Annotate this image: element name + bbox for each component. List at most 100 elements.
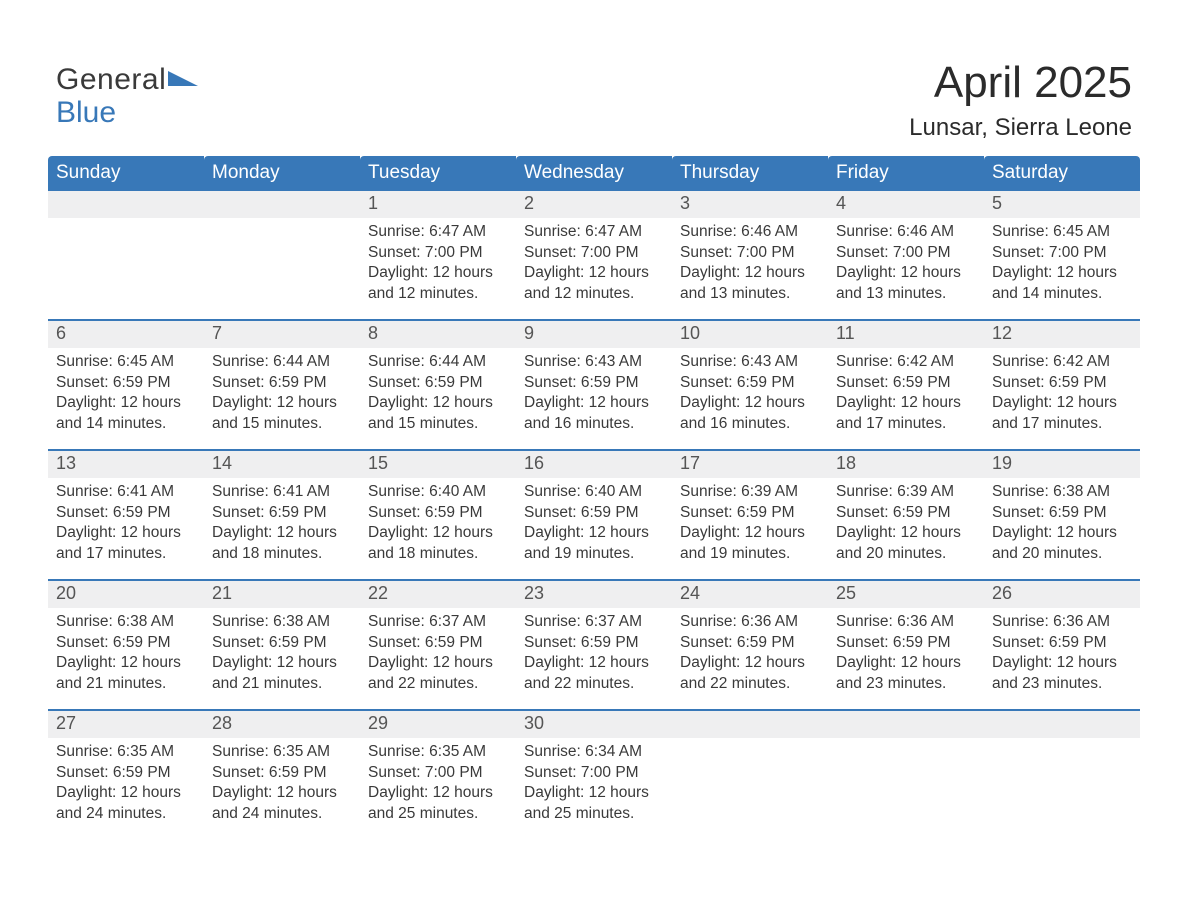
- day-number: [984, 711, 1140, 738]
- day-details: Sunrise: 6:47 AM Sunset: 7:00 PM Daylight:…: [516, 218, 672, 312]
- day-details: [48, 218, 204, 244]
- calendar-day-cell: 9 Sunrise: 6:43 AM Sunset: 6:59 PM Daylight…: [516, 320, 672, 450]
- sunrise-line: Sunrise: 6:47 AM: [524, 223, 642, 240]
- calendar-page: General Blue April 2025 Lunsar, Sierra L…: [0, 0, 1188, 918]
- calendar-day-cell: 16Sunrise: 6:40 AMSunset: 6:59 PMDayligh…: [516, 450, 672, 580]
- calendar-day-cell: 15 Sunrise: 6:40 AM Sunset: 6:59 PM Dayligh…: [360, 450, 516, 580]
- calendar-day-cell: 17Sunrise: 6:39 AMSunset: 6:59 PMDayligh…: [672, 450, 828, 580]
- sunset-line: Sunset: 7:00 PM: [992, 244, 1107, 261]
- sunrise-line: Sunrise: 6:39 AM: [680, 483, 798, 500]
- calendar-day-cell: [984, 710, 1140, 839]
- day-details: [672, 738, 828, 764]
- sunset-line: Sunset: 6:59 PM: [992, 374, 1107, 391]
- sunset-line: Sunset: 6:59 PM: [368, 504, 483, 521]
- month-title: April 2025: [909, 58, 1132, 108]
- calendar-day-cell: 2 Sunrise: 6:47 AM Sunset: 7:00 PM Daylight…: [516, 191, 672, 320]
- sunset-line: Sunset: 6:59 PM: [836, 374, 951, 391]
- weekday-header: Thursday: [672, 156, 828, 191]
- day-details: Sunrise: 6:45 AMSunset: 7:00 PMDaylight:…: [984, 218, 1140, 312]
- sunrise-line: Sunrise: 6:46 AM: [680, 223, 798, 240]
- day-number: 9: [516, 321, 672, 348]
- sunrise-line: Sunrise: 6:43 AM: [680, 353, 798, 370]
- daylight-line: Daylight: 12 hours and 13 minutes.: [680, 264, 805, 302]
- calendar-week-row: 13Sunrise: 6:41 AMSunset: 6:59 PMDayligh…: [48, 450, 1140, 580]
- day-number: 2: [516, 191, 672, 218]
- day-details: Sunrise: 6:36 AM Sunset: 6:59 PM Daylight:…: [672, 608, 828, 702]
- sunrise-line: Sunrise: 6:35 AM: [212, 743, 330, 760]
- header: General Blue April 2025 Lunsar, Sierra L…: [48, 40, 1140, 150]
- daylight-line: Daylight: 12 hours and 22 minutes.: [368, 654, 493, 692]
- calendar-day-cell: 14Sunrise: 6:41 AMSunset: 6:59 PMDayligh…: [204, 450, 360, 580]
- sunrise-line: Sunrise: 6:35 AM: [56, 743, 174, 760]
- daylight-line: Daylight: 12 hours and 19 minutes.: [524, 524, 649, 562]
- daylight-line: Daylight: 12 hours and 18 minutes.: [368, 524, 493, 562]
- day-details: Sunrise: 6:46 AMSunset: 7:00 PMDaylight:…: [828, 218, 984, 312]
- daylight-line: Daylight: 12 hours and 25 minutes.: [368, 784, 493, 822]
- day-details: Sunrise: 6:34 AMSunset: 7:00 PMDaylight:…: [516, 738, 672, 832]
- sunrise-line: Sunrise: 6:41 AM: [212, 483, 330, 500]
- sunrise-line: Sunrise: 6:43 AM: [524, 353, 642, 370]
- brand-logo: General Blue: [56, 60, 216, 130]
- sunset-line: Sunset: 6:59 PM: [212, 634, 327, 651]
- day-details: Sunrise: 6:41 AMSunset: 6:59 PMDaylight:…: [204, 478, 360, 572]
- day-details: Sunrise: 6:40 AMSunset: 6:59 PMDaylight:…: [516, 478, 672, 572]
- sunset-line: Sunset: 6:59 PM: [524, 504, 639, 521]
- day-number: 15: [360, 451, 516, 478]
- day-number: 16: [516, 451, 672, 478]
- sunrise-line: Sunrise: 6:37 AM: [368, 613, 486, 630]
- sunrise-line: Sunrise: 6:36 AM: [836, 613, 954, 630]
- calendar-table: SundayMondayTuesdayWednesdayThursdayFrid…: [48, 156, 1140, 839]
- day-number: 27: [48, 711, 204, 738]
- sunset-line: Sunset: 6:59 PM: [368, 374, 483, 391]
- sunset-line: Sunset: 6:59 PM: [680, 504, 795, 521]
- sunrise-line: Sunrise: 6:34 AM: [524, 743, 642, 760]
- daylight-line: Daylight: 12 hours and 17 minutes.: [992, 394, 1117, 432]
- day-number: 6: [48, 321, 204, 348]
- calendar-day-cell: 5Sunrise: 6:45 AMSunset: 7:00 PMDaylight…: [984, 191, 1140, 320]
- day-details: Sunrise: 6:35 AMSunset: 7:00 PMDaylight:…: [360, 738, 516, 832]
- sunset-line: Sunset: 6:59 PM: [680, 634, 795, 651]
- sunset-line: Sunset: 7:00 PM: [524, 244, 639, 261]
- sunrise-line: Sunrise: 6:40 AM: [368, 483, 486, 500]
- calendar-day-cell: 22 Sunrise: 6:37 AM Sunset: 6:59 PM Dayligh…: [360, 580, 516, 710]
- sunrise-line: Sunrise: 6:44 AM: [212, 353, 330, 370]
- calendar-day-cell: 26Sunrise: 6:36 AMSunset: 6:59 PMDayligh…: [984, 580, 1140, 710]
- day-details: Sunrise: 6:39 AMSunset: 6:59 PMDaylight:…: [672, 478, 828, 572]
- day-number: 22: [360, 581, 516, 608]
- location-subtitle: Lunsar, Sierra Leone: [909, 114, 1132, 142]
- weekday-header: Monday: [204, 156, 360, 191]
- daylight-line: Daylight: 12 hours and 12 minutes.: [524, 264, 649, 302]
- sunrise-line: Sunrise: 6:38 AM: [992, 483, 1110, 500]
- sunrise-line: Sunrise: 6:37 AM: [524, 613, 642, 630]
- daylight-line: Daylight: 12 hours and 14 minutes.: [992, 264, 1117, 302]
- daylight-line: Daylight: 12 hours and 23 minutes.: [992, 654, 1117, 692]
- sunrise-line: Sunrise: 6:44 AM: [368, 353, 486, 370]
- sunset-line: Sunset: 7:00 PM: [368, 764, 483, 781]
- day-number: 14: [204, 451, 360, 478]
- sunset-line: Sunset: 6:59 PM: [368, 634, 483, 651]
- day-details: Sunrise: 6:42 AMSunset: 6:59 PMDaylight:…: [984, 348, 1140, 442]
- day-number: 25: [828, 581, 984, 608]
- daylight-line: Daylight: 12 hours and 16 minutes.: [680, 394, 805, 432]
- day-number: 17: [672, 451, 828, 478]
- daylight-line: Daylight: 12 hours and 14 minutes.: [56, 394, 181, 432]
- day-number: 28: [204, 711, 360, 738]
- calendar-week-row: 1Sunrise: 6:47 AMSunset: 7:00 PMDaylight…: [48, 191, 1140, 320]
- sunrise-line: Sunrise: 6:38 AM: [212, 613, 330, 630]
- calendar-day-cell: 8Sunrise: 6:44 AMSunset: 6:59 PMDaylight…: [360, 320, 516, 450]
- daylight-line: Daylight: 12 hours and 22 minutes.: [680, 654, 805, 692]
- day-details: [984, 738, 1140, 764]
- weekday-header: Friday: [828, 156, 984, 191]
- calendar-body: 1Sunrise: 6:47 AMSunset: 7:00 PMDaylight…: [48, 191, 1140, 839]
- daylight-line: Daylight: 12 hours and 16 minutes.: [524, 394, 649, 432]
- calendar-day-cell: 1Sunrise: 6:47 AMSunset: 7:00 PMDaylight…: [360, 191, 516, 320]
- sunrise-line: Sunrise: 6:41 AM: [56, 483, 174, 500]
- calendar-week-row: 6Sunrise: 6:45 AMSunset: 6:59 PMDaylight…: [48, 320, 1140, 450]
- calendar-day-cell: 4Sunrise: 6:46 AMSunset: 7:00 PMDaylight…: [828, 191, 984, 320]
- calendar-day-cell: 30Sunrise: 6:34 AMSunset: 7:00 PMDayligh…: [516, 710, 672, 839]
- calendar-day-cell: 10Sunrise: 6:43 AMSunset: 6:59 PMDayligh…: [672, 320, 828, 450]
- calendar-day-cell: 3Sunrise: 6:46 AMSunset: 7:00 PMDaylight…: [672, 191, 828, 320]
- sunrise-line: Sunrise: 6:36 AM: [680, 613, 798, 630]
- sunset-line: Sunset: 6:59 PM: [524, 374, 639, 391]
- day-details: Sunrise: 6:37 AMSunset: 6:59 PMDaylight:…: [516, 608, 672, 702]
